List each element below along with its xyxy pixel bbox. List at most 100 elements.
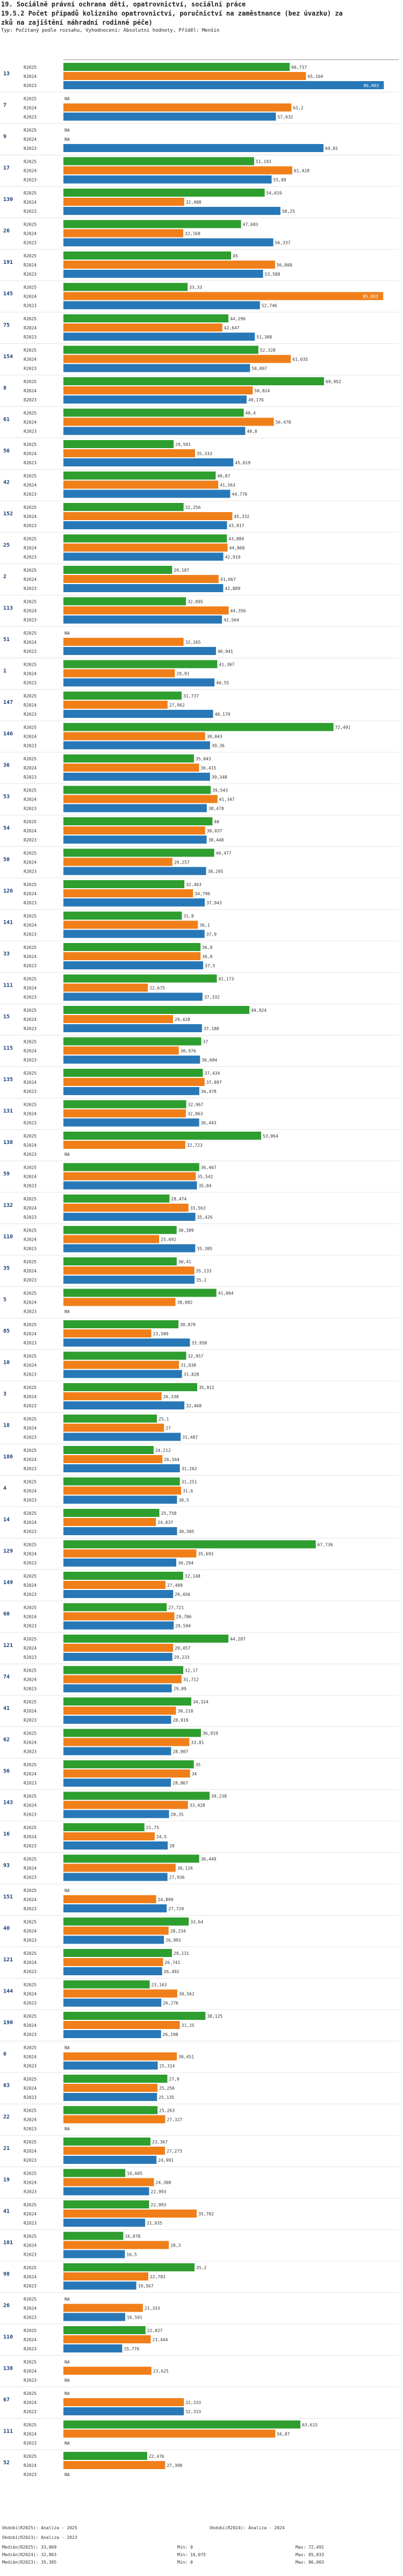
value-label: 63,615 bbox=[302, 2423, 318, 2428]
series-label: R2024 bbox=[24, 546, 37, 551]
value-label: 54,019 bbox=[267, 191, 282, 196]
series-label: R2023 bbox=[24, 335, 37, 340]
bar-2024 bbox=[63, 669, 175, 678]
category-label: 111 bbox=[3, 2429, 13, 2435]
series-label: R2023 bbox=[24, 1309, 37, 1314]
bar-2023 bbox=[63, 144, 324, 152]
bar-2023 bbox=[63, 584, 224, 592]
series-label: R2024 bbox=[24, 1615, 37, 1620]
value-label: 36,443 bbox=[201, 1121, 217, 1126]
bar-2025 bbox=[63, 408, 244, 417]
na-label: NA bbox=[64, 97, 70, 102]
bar-2023 bbox=[63, 238, 274, 247]
series-label: R2024 bbox=[24, 640, 37, 645]
bar-2024 bbox=[63, 1801, 188, 1809]
series-label: R2025 bbox=[24, 160, 37, 164]
series-label: R2025 bbox=[24, 2423, 37, 2428]
value-label: 33,81 bbox=[191, 1740, 204, 1745]
category-label: 154 bbox=[3, 354, 13, 360]
bar-2025 bbox=[63, 2232, 124, 2240]
bar-2023 bbox=[63, 1873, 168, 1881]
series-label: R2023 bbox=[24, 2158, 37, 2163]
value-label: 32,17 bbox=[185, 1668, 198, 1673]
bar-group: 3 R2025 35,911 R2024 26,338 R2023 32,468 bbox=[0, 1380, 399, 1409]
value-label: 34,796 bbox=[195, 891, 210, 896]
series-label: R2025 bbox=[24, 1134, 37, 1139]
value-label: 32,463 bbox=[186, 882, 202, 887]
series-label: R2024 bbox=[24, 954, 37, 959]
bar-2024 bbox=[63, 1832, 155, 1840]
bar-2023 bbox=[63, 427, 246, 435]
value-label: 45,619 bbox=[235, 460, 250, 465]
value-label: 21,935 bbox=[147, 2221, 162, 2226]
value-label: 42,564 bbox=[224, 618, 239, 623]
value-label: 29,233 bbox=[174, 1655, 190, 1660]
value-label: 32,333 bbox=[185, 2409, 201, 2414]
bar-2023 bbox=[63, 1276, 195, 1284]
category-label: 35 bbox=[3, 1265, 10, 1271]
series-label: R2023 bbox=[24, 2409, 37, 2414]
series-label: R2024 bbox=[24, 735, 37, 739]
value-label: 31,712 bbox=[183, 1678, 199, 1682]
series-label: R2025 bbox=[24, 65, 37, 70]
bar-2023 bbox=[63, 1904, 167, 1912]
category-label: 13 bbox=[3, 71, 10, 77]
bar-2025 bbox=[63, 1446, 154, 1454]
category-label: 33 bbox=[3, 951, 10, 957]
bar-2025 bbox=[63, 597, 186, 606]
series-label: R2023 bbox=[24, 555, 37, 560]
series-label: R2023 bbox=[24, 1466, 37, 1471]
series-label: R2025 bbox=[24, 1165, 37, 1170]
series-label: R2024 bbox=[24, 2023, 37, 2028]
value-label: 39,543 bbox=[212, 788, 228, 793]
bar-group: 50 R2025 40,477 R2024 29,257 R2023 38,295 bbox=[0, 846, 399, 875]
value-label: 35 bbox=[196, 1762, 201, 1767]
series-label: R2024 bbox=[24, 672, 37, 677]
series-label: R2025 bbox=[24, 1825, 37, 1830]
bar-2023 bbox=[63, 175, 272, 184]
value-label: 31,737 bbox=[183, 694, 199, 699]
series-label: R2024 bbox=[24, 1332, 37, 1336]
series-label: R2024 bbox=[24, 1834, 37, 1839]
series-label: R2025 bbox=[24, 2203, 37, 2207]
value-label: 36,684 bbox=[202, 1058, 217, 1063]
bar-group: 35 R2025 30,41 R2024 35,133 R2023 35,2 bbox=[0, 1255, 399, 1284]
bar-2025 bbox=[63, 1351, 186, 1360]
value-label: 36,467 bbox=[201, 1165, 217, 1170]
category-label: 186 bbox=[3, 1454, 13, 1460]
category-label: 138 bbox=[3, 2366, 13, 2372]
bar-2023 bbox=[63, 1433, 181, 1441]
series-label: R2025 bbox=[24, 1920, 37, 1925]
value-label: 61,428 bbox=[294, 169, 310, 174]
value-label: 44,068 bbox=[229, 546, 245, 551]
value-label: 29,187 bbox=[174, 568, 189, 573]
footer-min-2023: Min: 0 bbox=[177, 2560, 193, 2565]
bar-group: 6 R2025 NA R2024 30,451 R2023 25,314 bbox=[0, 2041, 399, 2070]
value-label: 30,5 bbox=[178, 1498, 189, 1503]
bar-2024 bbox=[63, 1769, 190, 1778]
value-label: 86,003 bbox=[363, 83, 379, 88]
series-label: R2023 bbox=[24, 1655, 37, 1660]
bar-group: 110 R2025 22,027 R2024 23,444 R2023 15,776 bbox=[0, 2323, 399, 2352]
na-label: NA bbox=[64, 2360, 70, 2365]
category-label: 130 bbox=[3, 197, 13, 203]
bar-2023 bbox=[63, 2344, 123, 2352]
value-label: 22,783 bbox=[150, 2275, 165, 2279]
category-label: 75 bbox=[3, 322, 10, 328]
bar-group: 115 R2025 37 R2024 30,976 R2023 36,684 bbox=[0, 1035, 399, 1064]
value-label: 56,87 bbox=[277, 2432, 290, 2437]
bar-2025 bbox=[63, 471, 216, 480]
value-label: 32,863 bbox=[188, 1112, 203, 1117]
value-label: 29,257 bbox=[174, 860, 190, 865]
bar-group: 147 R2025 31,737 R2024 27,962 R2023 40,179 bbox=[0, 689, 399, 718]
series-label: R2023 bbox=[24, 807, 37, 811]
series-label: R2025 bbox=[24, 2454, 37, 2459]
value-label: 48,4 bbox=[246, 411, 256, 416]
series-label: R2023 bbox=[24, 1152, 37, 1157]
bar-2024 bbox=[63, 292, 384, 300]
bar-2025 bbox=[63, 283, 188, 291]
bar-2024 bbox=[63, 1612, 175, 1621]
bar-2024 bbox=[63, 1675, 182, 1683]
series-label: R2025 bbox=[24, 631, 37, 636]
value-label: 33,428 bbox=[190, 1803, 205, 1808]
